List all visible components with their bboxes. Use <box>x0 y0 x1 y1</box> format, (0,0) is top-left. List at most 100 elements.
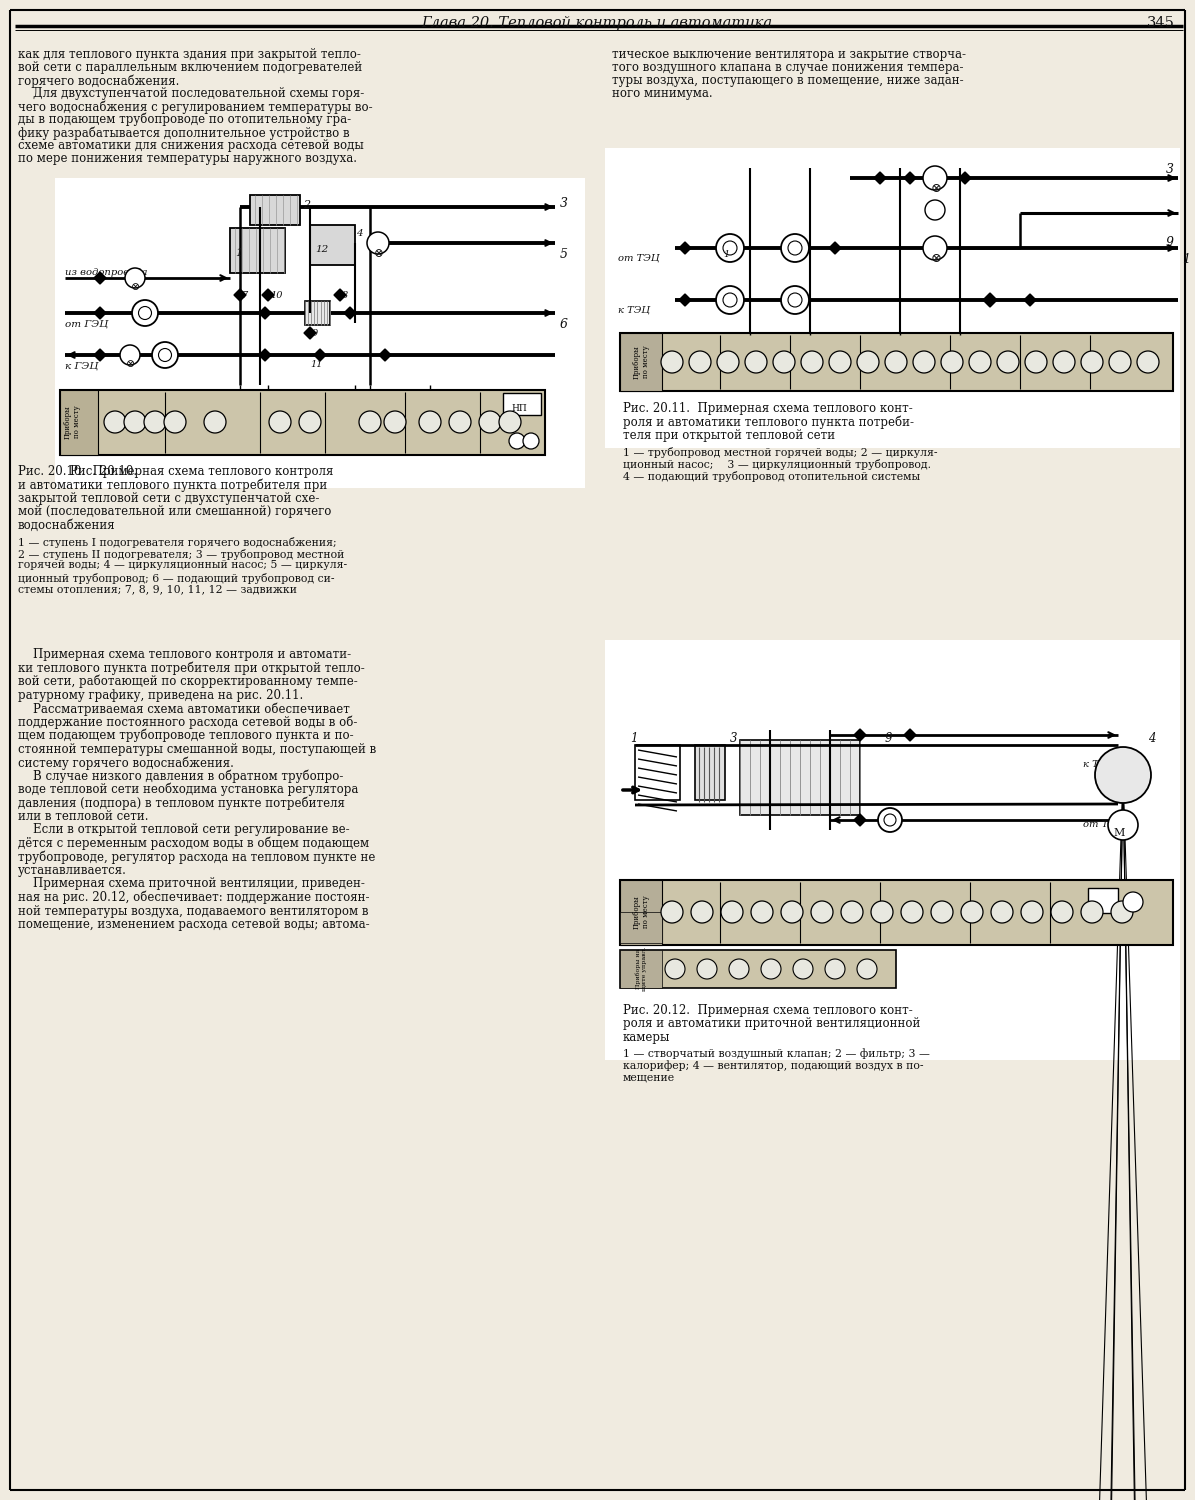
Text: из водопровода: из водопровода <box>65 268 147 278</box>
Bar <box>620 880 1173 945</box>
Circle shape <box>716 286 744 314</box>
Text: Приборы
по месту: Приборы по месту <box>632 896 650 928</box>
Text: Рис. 20.12.  Примерная схема теплового конт-: Рис. 20.12. Примерная схема теплового ко… <box>623 1004 913 1017</box>
Text: 4: 4 <box>356 230 362 238</box>
Text: вой сети с параллельным включением подогревателей: вой сети с параллельным включением подог… <box>18 62 362 74</box>
Text: стемы отопления; 7, 8, 9, 10, 11, 12 — задвижки: стемы отопления; 7, 8, 9, 10, 11, 12 — з… <box>18 585 298 594</box>
Text: или в тепловой сети.: или в тепловой сети. <box>18 810 148 824</box>
Text: чего водоснабжения с регулированием температуры во-: чего водоснабжения с регулированием темп… <box>18 100 373 114</box>
Text: к ТЭЦ: к ТЭЦ <box>618 306 650 315</box>
Circle shape <box>1053 351 1076 374</box>
Text: стоянной температуры смешанной воды, поступающей в: стоянной температуры смешанной воды, пос… <box>18 742 376 756</box>
Circle shape <box>885 351 907 374</box>
Polygon shape <box>94 308 106 320</box>
Circle shape <box>997 351 1019 374</box>
Text: ки теплового пункта потребителя при открытой тепло-: ки теплового пункта потребителя при откр… <box>18 662 364 675</box>
Circle shape <box>901 902 923 922</box>
Text: ная на рис. 20.12, обеспечивает: поддержание постоян-: ная на рис. 20.12, обеспечивает: поддерж… <box>18 891 369 904</box>
Bar <box>605 640 1179 1060</box>
Polygon shape <box>854 729 866 741</box>
Polygon shape <box>874 172 885 184</box>
Circle shape <box>931 902 952 922</box>
Text: 7: 7 <box>243 291 249 300</box>
Text: Если в открытой тепловой сети регулирование ве-: Если в открытой тепловой сети регулирова… <box>18 824 350 837</box>
Polygon shape <box>259 350 271 361</box>
Polygon shape <box>262 290 274 302</box>
Text: как для теплового пункта здания при закрытой тепло-: как для теплового пункта здания при закр… <box>18 48 361 62</box>
Text: Рис. 20.11.  Примерная схема теплового конт-: Рис. 20.11. Примерная схема теплового ко… <box>623 402 913 416</box>
Text: 5: 5 <box>560 248 568 261</box>
Text: по мере понижения температуры наружного воздуха.: по мере понижения температуры наружного … <box>18 152 357 165</box>
Text: помещение, изменением расхода сетевой воды; автома-: помещение, изменением расхода сетевой во… <box>18 918 369 932</box>
Text: 1: 1 <box>723 251 729 260</box>
Text: 10: 10 <box>270 291 282 300</box>
Circle shape <box>479 411 501 434</box>
Text: поддержание постоянного расхода сетевой воды в об-: поддержание постоянного расхода сетевой … <box>18 716 357 729</box>
Text: ционный насос;    3 — циркуляционный трубопровод.: ционный насос; 3 — циркуляционный трубоп… <box>623 459 931 470</box>
Circle shape <box>991 902 1013 922</box>
Circle shape <box>793 958 813 980</box>
Text: ды в подающем трубопроводе по отопительному гра-: ды в подающем трубопроводе по отопительн… <box>18 112 351 126</box>
Circle shape <box>721 902 743 922</box>
Text: 3: 3 <box>1166 164 1173 176</box>
Text: трубопроводе, регулятор расхода на тепловом пункте не: трубопроводе, регулятор расхода на тепло… <box>18 850 375 864</box>
Text: 345: 345 <box>1147 16 1175 30</box>
Circle shape <box>811 902 833 922</box>
Circle shape <box>940 351 963 374</box>
Circle shape <box>152 342 178 368</box>
Circle shape <box>419 411 441 434</box>
Text: Примерная схема теплового контроля и автомати-: Примерная схема теплового контроля и авт… <box>18 648 351 662</box>
Circle shape <box>697 958 717 980</box>
Circle shape <box>139 306 152 320</box>
Circle shape <box>782 234 809 262</box>
Text: дётся с переменным расходом воды в общем подающем: дётся с переменным расходом воды в общем… <box>18 837 369 850</box>
Text: того воздушного клапана в случае понижения темпера-: того воздушного клапана в случае понижен… <box>612 62 963 74</box>
Circle shape <box>691 902 713 922</box>
Circle shape <box>1095 747 1151 802</box>
Bar <box>55 178 586 488</box>
Bar <box>620 912 662 944</box>
Text: ⊗: ⊗ <box>125 358 135 369</box>
Text: Глава 20. Тепловой контроль и автоматика: Глава 20. Тепловой контроль и автоматика <box>422 16 772 30</box>
Polygon shape <box>379 350 391 361</box>
Circle shape <box>131 300 158 326</box>
Text: М: М <box>1113 828 1124 839</box>
Text: тическое выключение вентилятора и закрытие створча-: тическое выключение вентилятора и закрыт… <box>612 48 966 62</box>
Text: давления (подпора) в тепловом пункте потребителя: давления (подпора) в тепловом пункте пот… <box>18 796 345 810</box>
Text: 1: 1 <box>630 732 637 746</box>
Bar <box>740 740 860 815</box>
Circle shape <box>923 236 946 260</box>
Text: 2 — ступень II подогревателя; 3 — трубопровод местной: 2 — ступень II подогревателя; 3 — трубоп… <box>18 549 344 560</box>
Circle shape <box>367 232 390 254</box>
Bar <box>305 302 330 326</box>
Bar <box>620 950 896 988</box>
Circle shape <box>690 351 711 374</box>
Polygon shape <box>679 242 691 254</box>
Text: 9: 9 <box>1166 236 1173 249</box>
Polygon shape <box>344 308 356 320</box>
Text: Приборы
по месту: Приборы по месту <box>632 345 650 380</box>
Circle shape <box>164 411 186 434</box>
Text: 9: 9 <box>885 732 893 746</box>
Text: 4: 4 <box>1148 732 1156 746</box>
Text: мещение: мещение <box>623 1072 675 1083</box>
Circle shape <box>358 411 381 434</box>
Text: роля и автоматики приточной вентиляционной: роля и автоматики приточной вентиляционн… <box>623 1017 920 1031</box>
Text: Примерная схема приточной вентиляции, приведен-: Примерная схема приточной вентиляции, пр… <box>18 878 364 891</box>
Circle shape <box>1021 902 1043 922</box>
Circle shape <box>801 351 823 374</box>
Text: фику разрабатывается дополнительное устройство в: фику разрабатывается дополнительное устр… <box>18 126 350 140</box>
Circle shape <box>509 433 525 448</box>
Circle shape <box>449 411 471 434</box>
Text: 4 — подающий трубопровод отопительной системы: 4 — подающий трубопровод отопительной си… <box>623 471 920 482</box>
Text: 1 — ступень I подогревателя горячего водоснабжения;: 1 — ступень I подогревателя горячего вод… <box>18 537 337 548</box>
Circle shape <box>523 433 539 448</box>
Polygon shape <box>234 290 246 302</box>
Polygon shape <box>314 350 326 361</box>
Text: НП: НП <box>511 404 527 412</box>
Text: калорифер; 4 — вентилятор, подающий воздух в по-: калорифер; 4 — вентилятор, подающий возд… <box>623 1060 924 1071</box>
Polygon shape <box>679 294 691 306</box>
Text: и автоматики теплового пункта потребителя при: и автоматики теплового пункта потребител… <box>18 478 327 492</box>
Circle shape <box>841 902 863 922</box>
Circle shape <box>717 351 739 374</box>
